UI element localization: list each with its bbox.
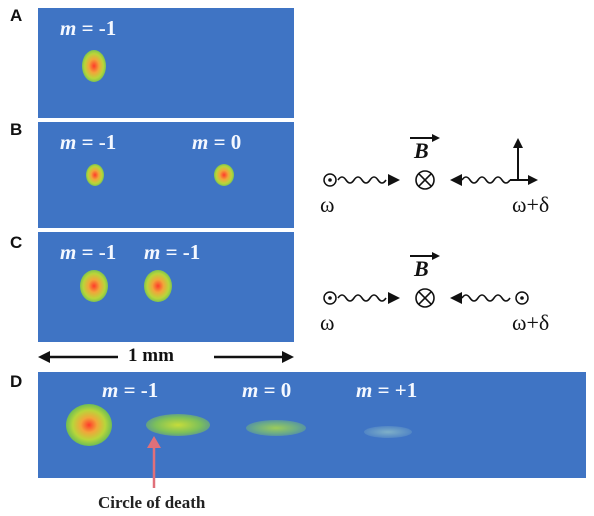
image-panel-a: m = -1 xyxy=(38,8,294,118)
m-symbol: m xyxy=(60,16,77,40)
panel-letter-b: B xyxy=(10,120,23,139)
m-value: = -1 xyxy=(118,378,159,402)
m-value: = 0 xyxy=(208,130,242,154)
atom-cloud xyxy=(364,426,412,438)
m-symbol: m xyxy=(60,240,77,264)
panel-b-label-1: m = -1 xyxy=(60,130,116,155)
b-field-symbol: B xyxy=(414,256,429,281)
atom-cloud xyxy=(86,164,104,186)
panel-a-label-1: m = -1 xyxy=(60,16,116,41)
panel-letter-c: C xyxy=(10,233,23,252)
image-panel-d: m = -1 m = 0 m = +1 xyxy=(38,372,586,478)
panel-d-label-3: m = +1 xyxy=(356,378,417,403)
panel-letter-a: A xyxy=(10,6,23,25)
m-symbol: m xyxy=(144,240,161,264)
atom-cloud xyxy=(80,270,108,302)
atom-cloud xyxy=(214,164,234,186)
m-value: = -1 xyxy=(76,16,117,40)
panel-letter-d: D xyxy=(10,372,23,391)
m-symbol: m xyxy=(60,130,77,154)
beam-diagram-c xyxy=(323,252,529,308)
panel-b-label-2: m = 0 xyxy=(192,130,241,155)
atom-cloud xyxy=(246,420,306,436)
panel-c-label-2: m = -1 xyxy=(144,240,200,265)
atom-cloud xyxy=(146,414,210,436)
atom-cloud xyxy=(144,270,172,302)
m-symbol: m xyxy=(356,378,373,402)
omega-right-c: ω+δ xyxy=(512,310,550,335)
atom-cloud xyxy=(82,50,106,82)
scale-bar xyxy=(38,351,294,363)
m-symbol: m xyxy=(242,378,259,402)
scale-bar-label: 1 mm xyxy=(128,345,174,366)
m-symbol: m xyxy=(192,130,209,154)
circle-of-death-label: Circle of death xyxy=(98,493,206,512)
omega-left-b: ω xyxy=(320,192,335,217)
omega-right-b: ω+δ xyxy=(512,192,550,217)
circle-of-death-arrow xyxy=(147,436,161,488)
m-value: = -1 xyxy=(76,240,117,264)
m-value: = -1 xyxy=(160,240,201,264)
panel-d-label-1: m = -1 xyxy=(102,378,158,403)
image-panel-b: m = -1 m = 0 xyxy=(38,122,294,228)
m-value: = -1 xyxy=(76,130,117,154)
m-symbol: m xyxy=(102,378,119,402)
b-field-symbol: B xyxy=(414,138,429,163)
atom-cloud xyxy=(66,404,112,446)
beam-diagram-b xyxy=(323,134,538,190)
panel-c-label-1: m = -1 xyxy=(60,240,116,265)
m-value: = 0 xyxy=(258,378,292,402)
panel-d-label-2: m = 0 xyxy=(242,378,291,403)
image-panel-c: m = -1 m = -1 xyxy=(38,232,294,342)
omega-left-c: ω xyxy=(320,310,335,335)
m-value: = +1 xyxy=(372,378,418,402)
